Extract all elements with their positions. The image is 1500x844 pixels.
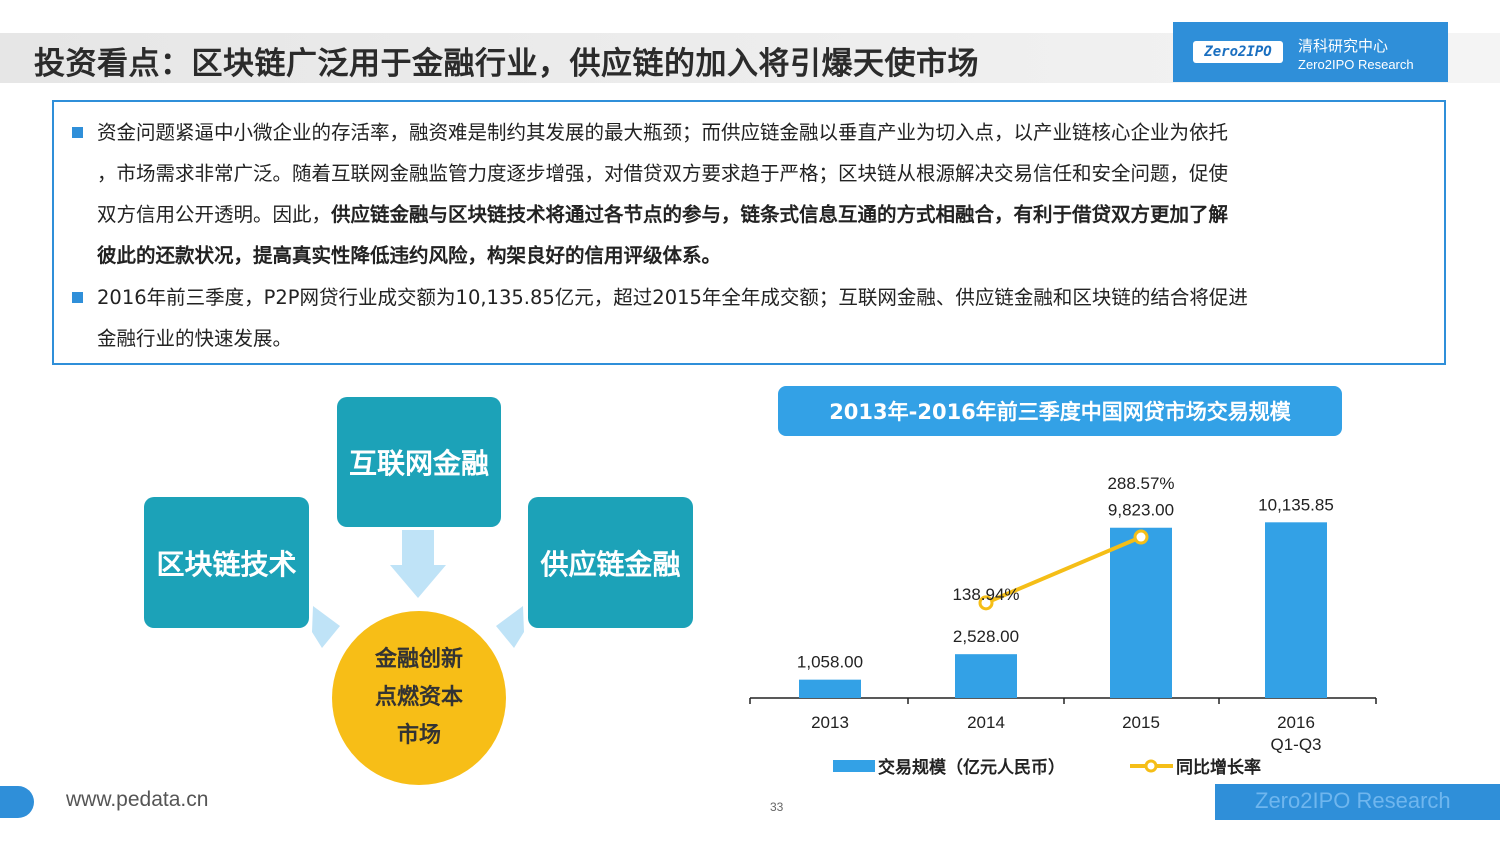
bar-data-label: 1,058.00 bbox=[797, 653, 863, 672]
bullet-square-icon bbox=[72, 127, 83, 138]
arrow-right-down-icon bbox=[312, 606, 340, 648]
legend-line-label: 同比增长率 bbox=[1176, 757, 1261, 778]
x-tick-label: 2016 bbox=[1277, 713, 1315, 732]
bullet-1-line-3-normal: 双方信用公开透明。因此， bbox=[97, 203, 332, 226]
x-tick-label: 2015 bbox=[1122, 713, 1160, 732]
internet-finance-box: 互联网金融 bbox=[337, 397, 501, 527]
growth-point bbox=[978, 595, 994, 611]
bar bbox=[1265, 522, 1327, 698]
bar-data-label: 10,135.85 bbox=[1258, 495, 1334, 514]
growth-line bbox=[985, 535, 1142, 605]
bullet-2-line-1: 2016年前三季度，P2P网贷行业成交额为10,135.85亿元，超过2015年… bbox=[97, 286, 1248, 309]
bar-data-label: 2,528.00 bbox=[953, 627, 1019, 646]
zero2ipo-logo: Zero2IPO 清科研究中心 Zero2IPO Research bbox=[1173, 22, 1448, 82]
logo-cn-text: 清科研究中心 bbox=[1298, 37, 1389, 55]
blockchain-box: 区块链技术 bbox=[144, 497, 309, 628]
supply-chain-finance-box: 供应链金融 bbox=[528, 497, 693, 628]
x-tick-label: 2014 bbox=[967, 713, 1005, 732]
bullet-1-line-3-bold: 供应链金融与区块链技术将通过各节点的参与，链条式信息互通的方式相融合，有利于借贷… bbox=[331, 203, 1229, 226]
footer-brand-text: Zero2IPO Research bbox=[1255, 788, 1451, 813]
growth-point bbox=[1133, 529, 1149, 545]
page-number: 33 bbox=[770, 800, 784, 814]
growth-data-label: 138.94% bbox=[952, 585, 1019, 604]
page-title: 投资看点：区块链广泛用于金融行业，供应链的加入将引爆天使市场 bbox=[34, 46, 979, 82]
footer-tab bbox=[0, 786, 34, 818]
bullet-1-line-3: 双方信用公开透明。因此，供应链金融与区块链技术将通过各节点的参与，链条式信息互通… bbox=[97, 194, 1437, 235]
bar-line-chart: 1,058.00 2,528.00 9,823.00 10,135.85 138.94%… bbox=[749, 474, 1377, 778]
down-arrow-icon bbox=[390, 530, 446, 598]
center-line-1: 金融创新 bbox=[374, 647, 463, 672]
arrow-left-down-icon bbox=[496, 606, 524, 648]
footer-brand-bar: Zero2IPO Research bbox=[1215, 784, 1500, 820]
x-tick-label: Q1-Q3 bbox=[1270, 735, 1321, 754]
bar-data-label: 9,823.00 bbox=[1108, 501, 1174, 520]
bar bbox=[799, 679, 861, 698]
bar bbox=[1110, 527, 1172, 698]
legend-line-marker bbox=[1144, 759, 1158, 773]
center-line-2: 点燃资本 bbox=[374, 685, 463, 710]
chart-title: 2013年-2016年前三季度中国网贷市场交易规模 bbox=[778, 386, 1342, 436]
footer-url: www.pedata.cn bbox=[66, 788, 209, 811]
bullet-1: 资金问题紧逼中小微企业的存活率，融资难是制约其发展的最大瓶颈；而供应链金融以垂直… bbox=[97, 112, 1437, 276]
legend-bar-swatch bbox=[833, 760, 875, 772]
bullet-2-line-2: 金融行业的快速发展。 bbox=[97, 327, 293, 350]
center-line-3: 市场 bbox=[396, 723, 441, 748]
diagram-arrows bbox=[312, 530, 524, 648]
summary-box: 资金问题紧逼中小微企业的存活率，融资难是制约其发展的最大瓶颈；而供应链金融以垂直… bbox=[52, 100, 1446, 365]
legend-bar-label: 交易规模（亿元人民币） bbox=[878, 757, 1065, 778]
x-tick-label: 2013 bbox=[811, 713, 849, 732]
logo-en-text: Zero2IPO Research bbox=[1298, 57, 1414, 72]
bullet-square-icon bbox=[72, 292, 83, 303]
bullet-2: 2016年前三季度，P2P网贷行业成交额为10,135.85亿元，超过2015年… bbox=[97, 277, 1437, 359]
bar bbox=[955, 654, 1017, 698]
logo-mark: Zero2IPO bbox=[1193, 41, 1283, 63]
growth-data-label: 288.57% bbox=[1107, 474, 1174, 493]
bullet-1-line-4: 彼此的还款状况，提高真实性降低违约风险，构架良好的信用评级体系。 bbox=[97, 244, 722, 267]
bullet-1-line-2: ，市场需求非常广泛。随着互联网金融监管力度逐步增强，对借贷双方要求趋于严格；区块… bbox=[97, 162, 1229, 185]
bullet-1-line-1: 资金问题紧逼中小微企业的存活率，融资难是制约其发展的最大瓶颈；而供应链金融以垂直… bbox=[97, 121, 1229, 144]
center-circle: 金融创新 点燃资本 市场 bbox=[332, 611, 506, 785]
